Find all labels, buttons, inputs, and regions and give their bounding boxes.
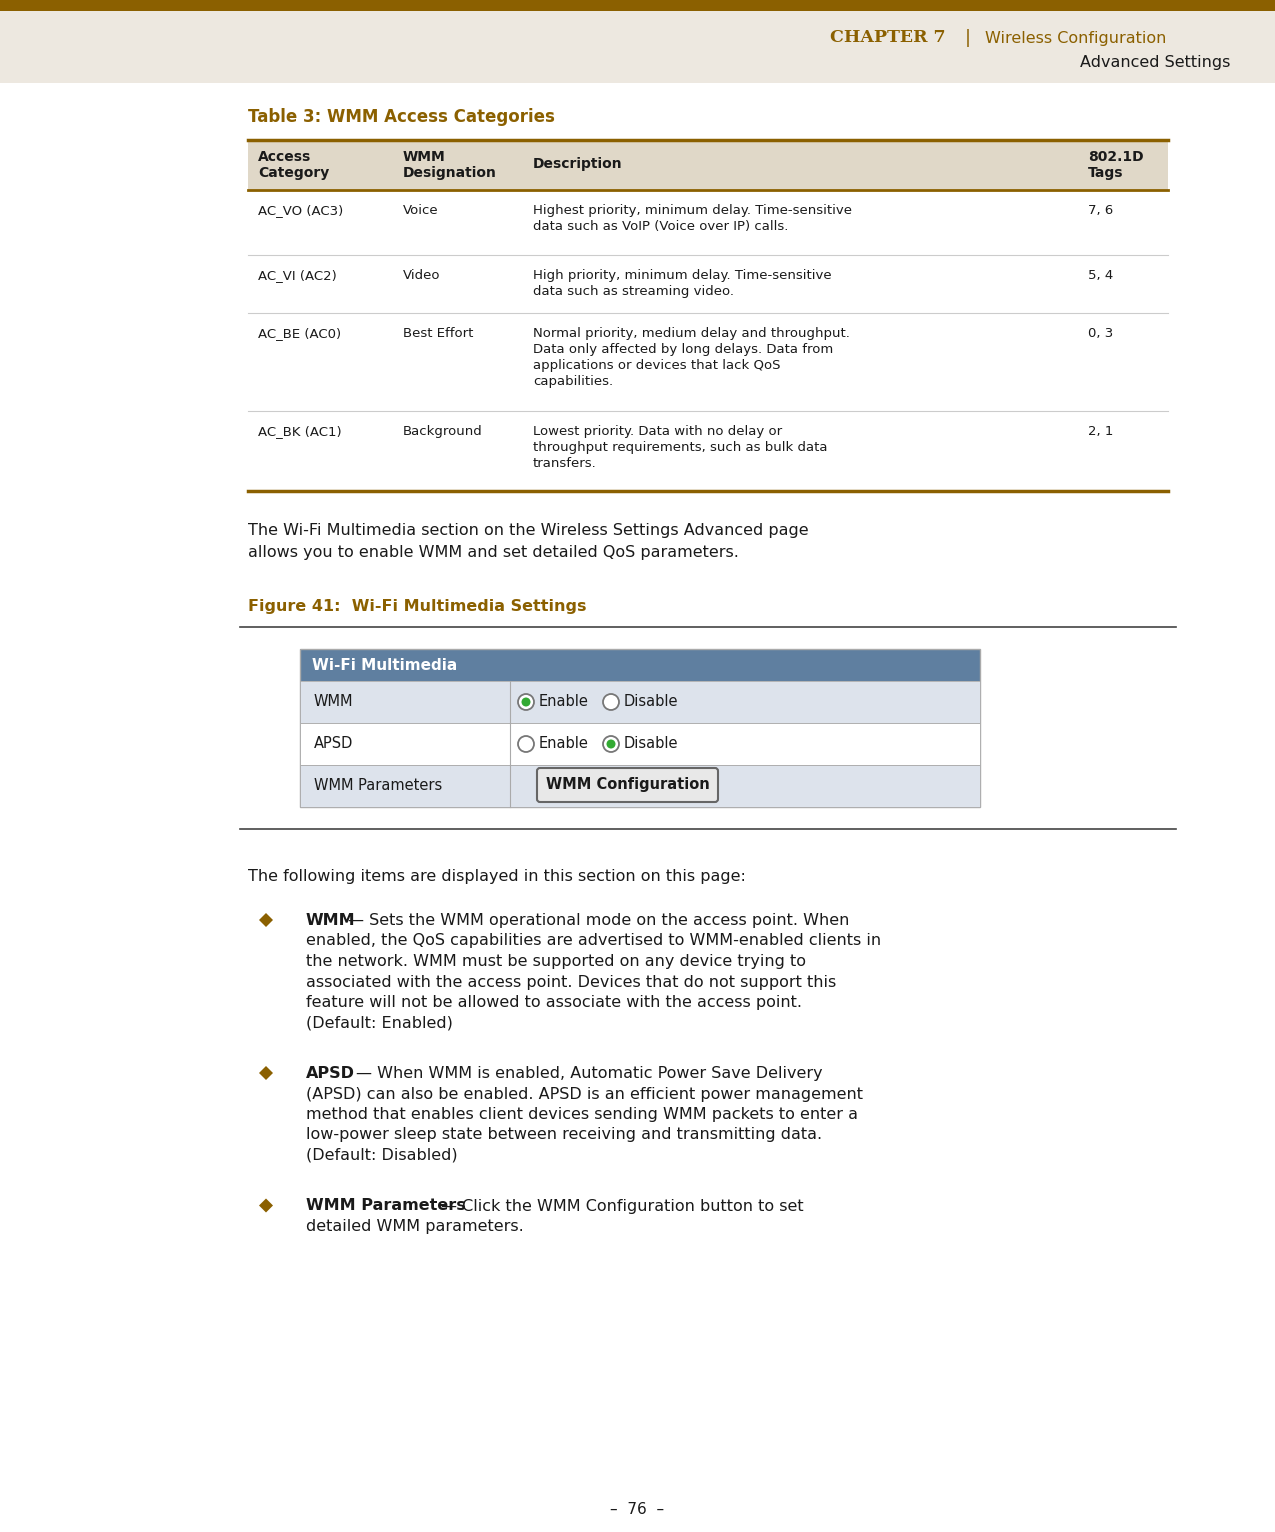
Bar [249,313,1168,411]
Text: feature will not be allowed to associate with the access point.: feature will not be allowed to associate… [306,994,802,1010]
Text: (APSD) can also be enabled. APSD is an efficient power management: (APSD) can also be enabled. APSD is an e… [306,1086,863,1102]
Text: –  76  –: – 76 – [611,1503,664,1518]
Text: Data only affected by long delays. Data from: Data only affected by long delays. Data … [533,343,834,355]
Text: WMM: WMM [306,913,356,928]
Text: the network. WMM must be supported on any device trying to: the network. WMM must be supported on an… [306,954,806,970]
Bar [249,254,1168,313]
Text: associated with the access point. Devices that do not support this: associated with the access point. Device… [306,974,836,990]
Text: CHAPTER 7: CHAPTER 7 [830,29,946,46]
Text: WMM Configuration: WMM Configuration [546,778,709,792]
Bar [300,723,980,764]
Text: AC_VI (AC2): AC_VI (AC2) [258,270,337,282]
Text: APSD: APSD [306,1066,354,1082]
Text: High priority, minimum delay. Time-sensitive: High priority, minimum delay. Time-sensi… [533,270,831,282]
Polygon shape [259,913,273,927]
Circle shape [518,735,534,752]
Text: AC_BK (AC1): AC_BK (AC1) [258,424,342,438]
Text: Normal priority, medium delay and throughput.: Normal priority, medium delay and throug… [533,326,850,340]
Text: Background: Background [403,424,483,438]
Text: Category: Category [258,165,329,179]
Circle shape [607,740,616,749]
Text: 5, 4: 5, 4 [1088,270,1113,282]
Text: — Sets the WMM operational mode on the access point. When: — Sets the WMM operational mode on the a… [348,913,849,928]
Text: applications or devices that lack QoS: applications or devices that lack QoS [533,358,780,372]
Text: data such as streaming video.: data such as streaming video. [533,285,734,299]
Text: Disable: Disable [623,737,678,752]
Bar [0,11,1275,83]
Text: Advanced Settings: Advanced Settings [1080,55,1230,69]
Bar [300,682,980,723]
Text: Access: Access [258,150,311,164]
Text: Figure 41:  Wi-Fi Multimedia Settings: Figure 41: Wi-Fi Multimedia Settings [249,599,586,614]
Circle shape [518,694,534,709]
Text: (Default: Disabled): (Default: Disabled) [306,1147,458,1163]
Text: Table 3: WMM Access Categories: Table 3: WMM Access Categories [249,107,555,126]
Text: 7, 6: 7, 6 [1088,204,1113,218]
Text: The Wi-Fi Multimedia section on the Wireless Settings Advanced page: The Wi-Fi Multimedia section on the Wire… [249,522,808,538]
Circle shape [603,694,618,709]
Text: WMM Parameters: WMM Parameters [314,778,442,794]
Bar [249,139,1168,190]
Polygon shape [259,1066,273,1080]
Text: Best Effort: Best Effort [403,326,473,340]
Text: AC_BE (AC0): AC_BE (AC0) [258,326,342,340]
Circle shape [603,735,618,752]
Text: Wireless Configuration: Wireless Configuration [986,31,1167,46]
Text: WMM: WMM [403,150,446,164]
Text: transfers.: transfers. [533,457,597,470]
Text: Tags: Tags [1088,165,1123,179]
Text: method that enables client devices sending WMM packets to enter a: method that enables client devices sendi… [306,1108,858,1121]
Bar [249,190,1168,254]
Text: Lowest priority. Data with no delay or: Lowest priority. Data with no delay or [533,424,782,438]
Text: WMM: WMM [314,694,353,709]
Text: — When WMM is enabled, Automatic Power Save Delivery: — When WMM is enabled, Automatic Power S… [356,1066,822,1082]
Bar [300,650,980,682]
Bar [249,411,1168,490]
Text: data such as VoIP (Voice over IP) calls.: data such as VoIP (Voice over IP) calls. [533,221,788,233]
Text: The following items are displayed in this section on this page:: The following items are displayed in thi… [249,869,746,884]
Text: Enable: Enable [539,694,589,709]
Text: — Click the WMM Configuration button to set: — Click the WMM Configuration button to … [441,1198,803,1213]
Bar [300,764,980,807]
Text: allows you to enable WMM and set detailed QoS parameters.: allows you to enable WMM and set detaile… [249,545,740,561]
Text: AC_VO (AC3): AC_VO (AC3) [258,204,343,218]
Text: throughput requirements, such as bulk data: throughput requirements, such as bulk da… [533,441,827,453]
Text: enabled, the QoS capabilities are advertised to WMM-enabled clients in: enabled, the QoS capabilities are advert… [306,933,881,948]
Text: Enable: Enable [539,737,589,752]
Circle shape [521,697,530,706]
Text: Designation: Designation [403,165,497,179]
Text: APSD: APSD [314,737,353,752]
Text: Description: Description [533,156,622,172]
Text: Highest priority, minimum delay. Time-sensitive: Highest priority, minimum delay. Time-se… [533,204,852,218]
Text: capabilities.: capabilities. [533,375,613,388]
Text: Voice: Voice [403,204,439,218]
Text: (Default: Enabled): (Default: Enabled) [306,1016,453,1031]
FancyBboxPatch shape [537,768,718,801]
Text: 2, 1: 2, 1 [1088,424,1113,438]
Polygon shape [259,1198,273,1212]
Text: 802.1D: 802.1D [1088,150,1144,164]
Text: 0, 3: 0, 3 [1088,326,1113,340]
Text: Wi-Fi Multimedia: Wi-Fi Multimedia [312,657,458,673]
Bar [0,0,1275,11]
Text: Disable: Disable [623,694,678,709]
Text: detailed WMM parameters.: detailed WMM parameters. [306,1219,524,1233]
Text: |: | [965,29,972,47]
Text: WMM Parameters: WMM Parameters [306,1198,465,1213]
Text: low-power sleep state between receiving and transmitting data.: low-power sleep state between receiving … [306,1128,822,1143]
Text: Video: Video [403,270,440,282]
Bar [300,650,980,807]
